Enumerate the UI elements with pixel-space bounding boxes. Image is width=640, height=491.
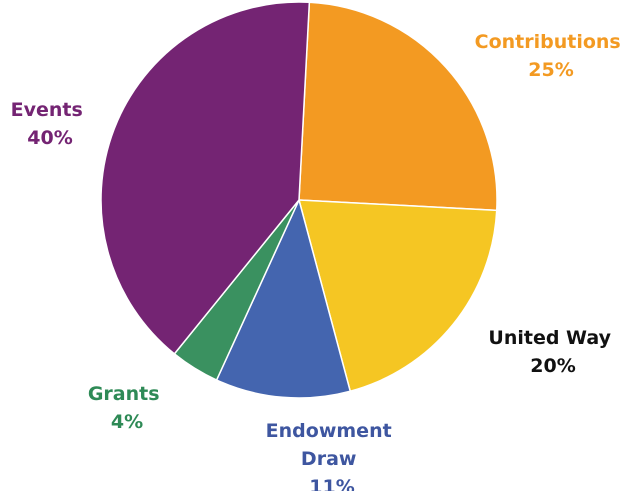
slice-label-contributions: Contributions 25% bbox=[475, 31, 628, 81]
slice-name-united-way-line-1: United Way bbox=[488, 327, 611, 349]
pie-slices bbox=[100, 1, 498, 399]
slice-name-grants-line-1: Grants bbox=[88, 383, 160, 405]
slice-label-events: Events 40% bbox=[11, 99, 90, 149]
slice-percent-endowment-draw: 11% bbox=[309, 476, 354, 491]
slice-name-contributions-line-1: Contributions bbox=[475, 31, 621, 53]
slice-name-endowment-draw-line-2: Draw bbox=[301, 448, 357, 470]
slice-percent-grants: 4% bbox=[111, 411, 143, 433]
slice-name-events-line-1: Events bbox=[11, 99, 83, 121]
slice-percent-united-way: 20% bbox=[530, 355, 575, 377]
slice-label-grants: Grants 4% bbox=[88, 383, 166, 433]
pie-slice-events bbox=[100, 1, 311, 355]
slice-name-endowment-draw-line-1: Endowment bbox=[266, 420, 392, 442]
slice-percent-events: 40% bbox=[27, 127, 72, 149]
pie-slice-united-way bbox=[298, 199, 498, 393]
pie-slice-contributions bbox=[298, 1, 498, 212]
slice-percent-contributions: 25% bbox=[528, 59, 573, 81]
pie-slice-endowment-draw bbox=[215, 197, 352, 399]
slice-label-united-way: United Way 20% bbox=[488, 327, 617, 377]
slice-label-endowment-draw: Endowment Draw 11% bbox=[266, 420, 399, 491]
